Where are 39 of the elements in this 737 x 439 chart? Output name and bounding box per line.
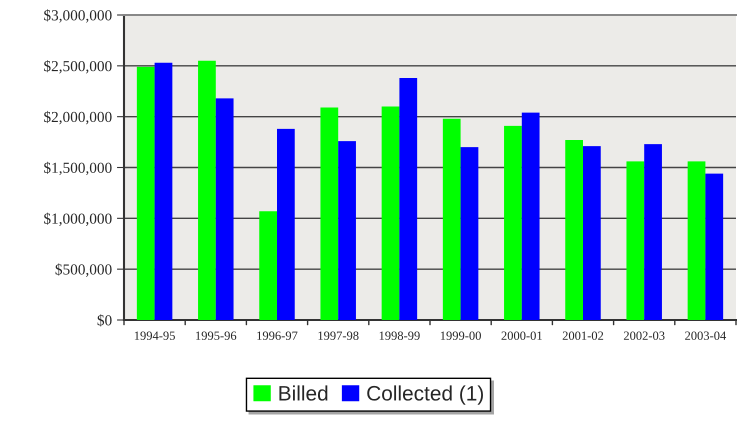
bar <box>644 144 662 320</box>
y-tick-label: $3,000,000 <box>44 9 112 23</box>
bar <box>136 66 155 320</box>
x-tick-label: 1994-95 <box>134 332 175 340</box>
bar <box>382 106 400 320</box>
bar <box>154 62 172 320</box>
x-tick-label: 2000-01 <box>502 331 542 340</box>
y-tick-label: $2,000,000 <box>44 110 112 124</box>
y-tick-label: $500,000 <box>56 263 112 277</box>
bar <box>583 146 601 320</box>
y-tick-label: $0 <box>98 314 112 326</box>
x-tick-label: 2002-03 <box>624 331 665 340</box>
bar <box>460 147 478 320</box>
x-tick-label: 2003-04 <box>685 331 726 340</box>
bar <box>320 108 338 320</box>
legend-label: Collected (1) <box>367 385 483 405</box>
bar <box>442 118 461 320</box>
bar <box>259 211 277 320</box>
bar <box>688 161 706 320</box>
y-tick-label: $1,500,000 <box>44 162 112 176</box>
bar <box>522 112 540 320</box>
legend-label: Billed <box>279 385 328 401</box>
x-tick-label: 1995-96 <box>196 332 236 340</box>
x-tick-label: 2001-02 <box>562 331 604 340</box>
bar <box>565 140 583 320</box>
y-tick-label: $1,000,000 <box>44 212 112 226</box>
x-tick-label: 1996-97 <box>257 332 298 340</box>
x-tick-label: 1998-99 <box>380 331 420 340</box>
bar <box>338 141 356 320</box>
bar <box>216 98 234 320</box>
bar <box>277 128 295 320</box>
bar <box>504 126 522 320</box>
y-tick-label: $2,500,000 <box>44 60 112 74</box>
bar <box>626 161 644 320</box>
bar <box>705 174 724 320</box>
bar <box>399 78 418 320</box>
x-tick-label: 1999-00 <box>440 331 481 340</box>
x-tick-label: 1997-98 <box>318 331 359 340</box>
bar <box>198 60 216 320</box>
